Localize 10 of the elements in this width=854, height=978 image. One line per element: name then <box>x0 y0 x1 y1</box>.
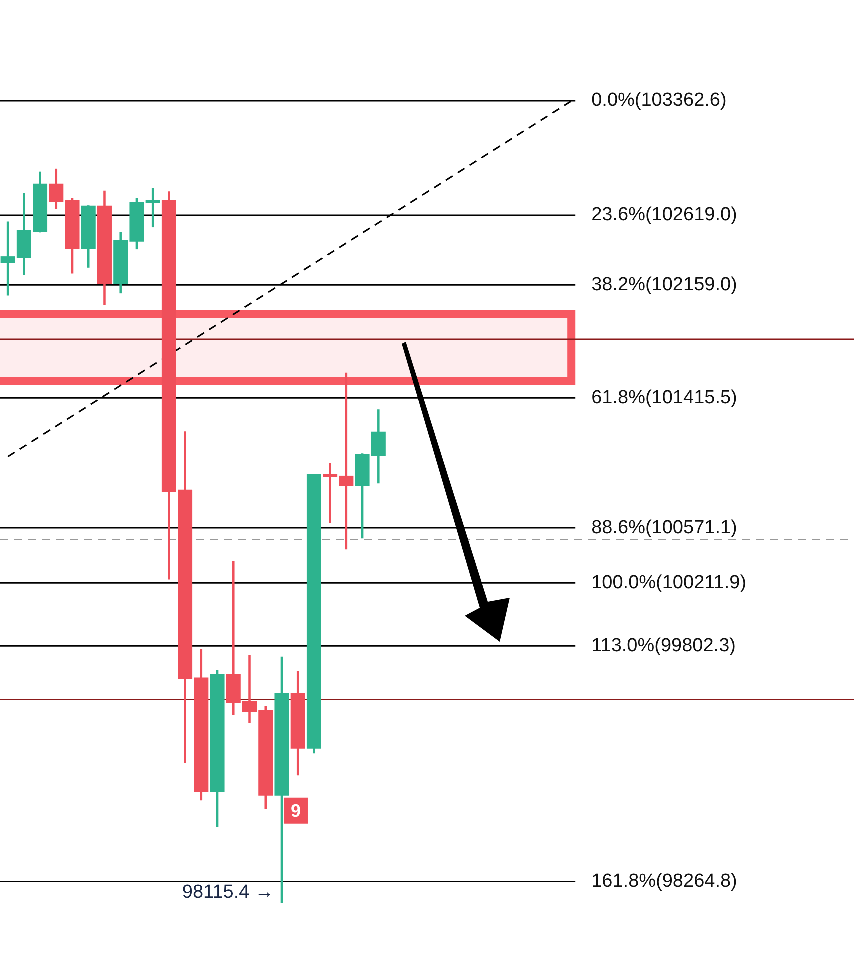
annotation: 23.6%(102619.0) <box>592 204 738 226</box>
annotation: 38.2%(102159.0) <box>592 274 738 296</box>
annotation: 113.0%(99802.3) <box>592 635 736 656</box>
annotation: 98115.4 → <box>182 882 274 904</box>
text: 0.0%(103362.6) <box>592 90 727 112</box>
annotation: 100.0%(100211.9) <box>592 572 747 594</box>
annotation: 61.8%(101415.5) <box>592 387 738 408</box>
annotation: 9 <box>290 800 301 821</box>
annotation: 161.8%(98264.8) <box>592 870 738 892</box>
annotation: 88.6%(100571.1) <box>592 517 738 538</box>
